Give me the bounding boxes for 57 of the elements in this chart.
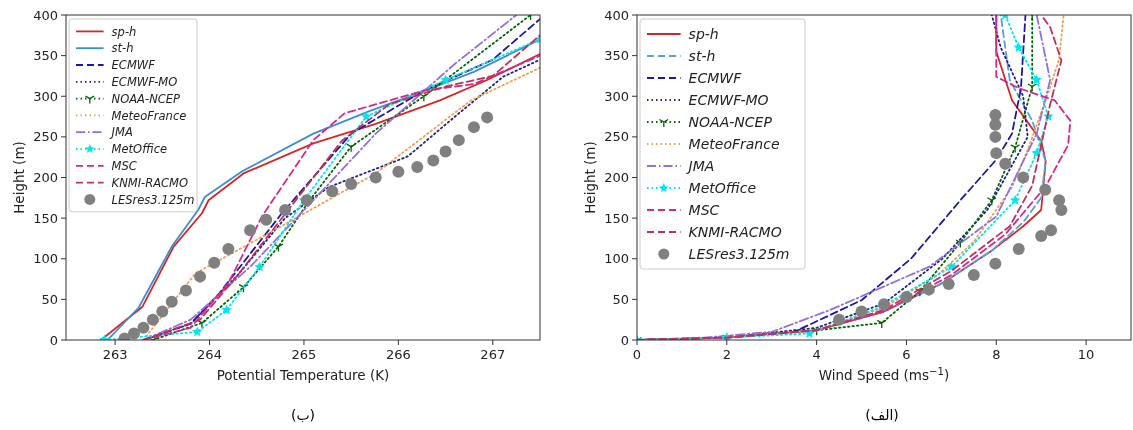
x-tick-label: 8 (992, 347, 1001, 362)
legend-label: MSC (688, 202, 720, 219)
y-tick-label: 400 (604, 7, 629, 23)
x-tick-label: 6 (902, 347, 911, 362)
text: (ب) (290, 407, 316, 423)
y-axis-title: Height (m) (11, 141, 27, 214)
y-tick-label: 350 (604, 48, 629, 64)
legend-label: sp-h (688, 26, 719, 43)
x-tick-label: 2 (722, 347, 731, 362)
legend-label: sp-h (111, 24, 137, 39)
x-tick-label: 10 (1077, 347, 1095, 362)
y-tick-label: 150 (33, 210, 58, 226)
y-axis-title: Height (m) (582, 141, 598, 214)
y-tick-label: 350 (33, 48, 58, 64)
legend-label: ECMWF-MO (688, 92, 769, 109)
legend-label: JMA (109, 125, 133, 140)
x-axis-title: Potential Temperature (K) (216, 367, 390, 383)
y-tick-label: 0 (620, 332, 629, 348)
legend-label: KNMI-RACMO (111, 175, 189, 190)
legend-label: LESres3.125m (111, 192, 195, 207)
y-tick-label: 50 (612, 291, 629, 307)
y-tick-label: 200 (604, 170, 629, 185)
y-tick-label: 250 (33, 129, 58, 145)
text: (الف) (865, 407, 899, 423)
y-tick-label: 100 (33, 251, 58, 267)
legend-label: NOAA-NCEP (111, 91, 181, 106)
x-tick-label: 264 (197, 347, 222, 362)
y-tick-label: 100 (604, 251, 629, 267)
y-tick-label: 0 (49, 332, 58, 348)
x-tick-label: 265 (291, 347, 317, 362)
legend-label: ECMWF (688, 70, 743, 87)
y-tick-label: 300 (604, 88, 629, 104)
y-tick-label: 50 (41, 291, 58, 307)
legend-label: MetOffice (688, 180, 757, 197)
x-tick-label: 4 (812, 347, 821, 362)
x-tick-label: 266 (385, 347, 411, 362)
legend-label: LESres3.125m (688, 246, 790, 263)
y-tick-label: 250 (604, 129, 629, 145)
legend-label: MeteoFrance (111, 108, 187, 123)
legend-label: ECMWF-MO (111, 74, 178, 89)
legend-label: JMA (685, 158, 715, 175)
legend-label: NOAA-NCEP (688, 114, 773, 131)
legend-label: MetOffice (111, 142, 168, 157)
y-tick-label: 300 (33, 88, 58, 104)
legend-label: MSC (111, 158, 137, 173)
x-tick-label: 267 (480, 347, 506, 362)
x-tick-label: 0 (632, 347, 642, 362)
y-tick-label: 150 (604, 210, 629, 226)
y-tick-label: 200 (33, 170, 58, 185)
x-tick-label: 263 (102, 347, 128, 362)
legend-label: ECMWF (111, 58, 156, 73)
legend-label: st-h (111, 41, 134, 56)
legend-label: MeteoFrance (688, 136, 780, 153)
legend-label: KNMI-RACMO (688, 224, 782, 241)
y-tick-label: 400 (33, 7, 58, 23)
legend-label: st-h (688, 48, 716, 65)
x-axis-title: Wind Speed (ms$^{−1}$) (818, 365, 950, 383)
